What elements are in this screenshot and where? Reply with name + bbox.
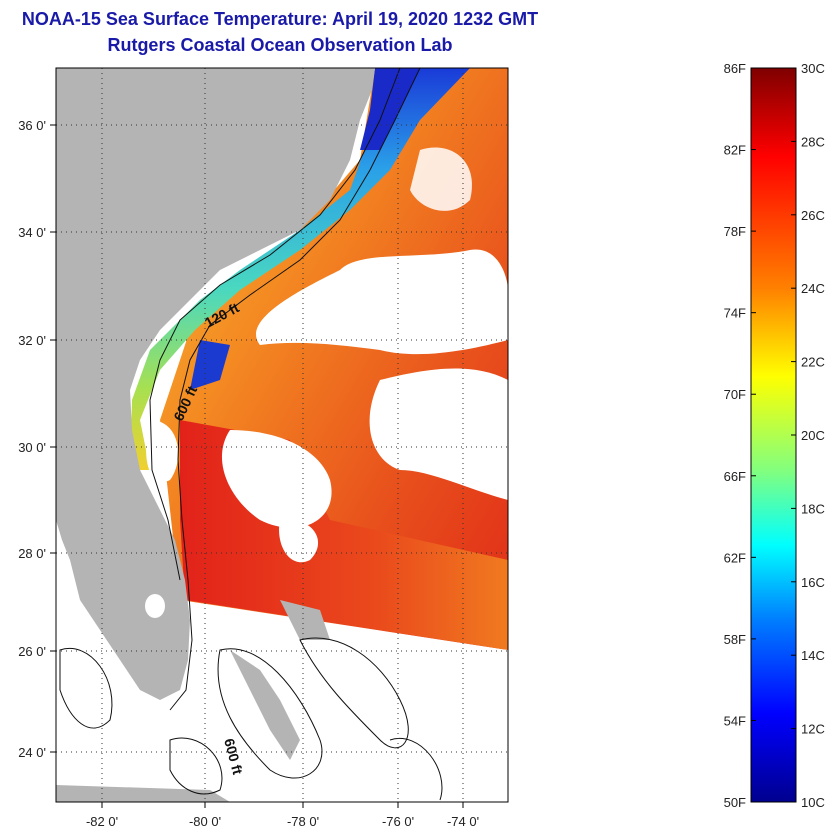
lat-label-28: 28 0' xyxy=(18,546,46,561)
lat-label-24: 24 0' xyxy=(18,745,46,760)
map-frame xyxy=(55,67,509,803)
colorbar-label-f: 58F xyxy=(724,632,746,647)
temperature-colorbar: 86F 82F 78F 74F 70F 66F 62F 58F 54F 50F 30C 28C 26C… xyxy=(724,61,825,810)
colorbar-label-f: 78F xyxy=(724,224,746,239)
colorbar-label-c: 22C xyxy=(801,355,825,370)
colorbar-label-f: 86F xyxy=(724,61,746,76)
colorbar-label-f: 82F xyxy=(724,143,746,158)
colorbar-label-c: 16C xyxy=(801,575,825,590)
lon-label-74: -74 0' xyxy=(447,814,479,829)
bathymetry-contours xyxy=(59,68,443,801)
colorbar-label-c: 26C xyxy=(801,208,825,223)
lat-label-32: 32 0' xyxy=(18,333,46,348)
colorbar-gradient xyxy=(750,67,797,803)
colorbar-label-c: 14C xyxy=(801,648,825,663)
sst-map: 120 ft 600 ft 600 ft 36 0' 34 0' 32 0' 3… xyxy=(18,67,509,829)
colorbar-label-c: 20C xyxy=(801,428,825,443)
colorbar-label-f: 70F xyxy=(724,387,746,402)
colorbar-label-f: 66F xyxy=(724,469,746,484)
colorbar-label-c: 24C xyxy=(801,281,825,296)
lat-label-36: 36 0' xyxy=(18,118,46,133)
lon-label-78: -78 0' xyxy=(287,814,319,829)
lon-label-82: -82 0' xyxy=(86,814,118,829)
graticule xyxy=(56,68,508,802)
colorbar-label-f: 74F xyxy=(724,306,746,321)
cloud-mask xyxy=(56,147,508,563)
colorbar-label-c: 18C xyxy=(801,501,825,516)
colorbar-label-c: 10C xyxy=(801,795,825,810)
lat-label-26: 26 0' xyxy=(18,644,46,659)
colorbar-label-f: 50F xyxy=(724,795,746,810)
lat-label-30: 30 0' xyxy=(18,440,46,455)
lon-label-80: -80 0' xyxy=(189,814,221,829)
lon-label-76: -76 0' xyxy=(382,814,414,829)
map-title: NOAA-15 Sea Surface Temperature: April 1… xyxy=(21,9,539,29)
colorbar-label-f: 62F xyxy=(724,550,746,565)
map-subtitle: Rutgers Coastal Ocean Observation Lab xyxy=(107,35,453,55)
colorbar-label-c: 12C xyxy=(801,722,825,737)
colorbar-label-c: 28C xyxy=(801,134,825,149)
colorbar-label-f: 54F xyxy=(724,713,746,728)
colorbar-label-c: 30C xyxy=(801,61,825,76)
lat-label-34: 34 0' xyxy=(18,225,46,240)
axis-ticks xyxy=(50,124,464,808)
